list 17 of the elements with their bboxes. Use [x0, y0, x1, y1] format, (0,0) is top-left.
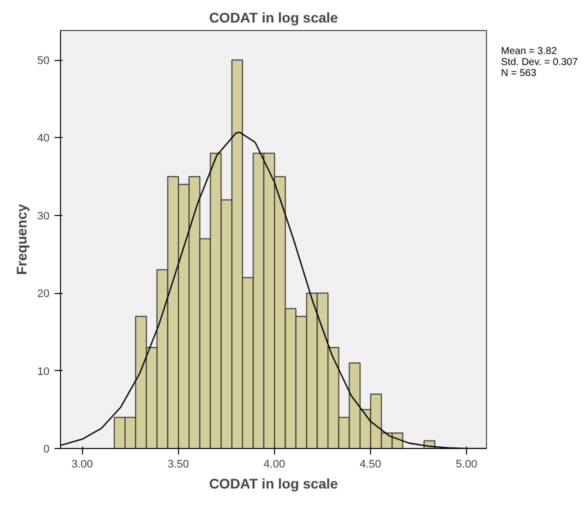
- x-tick-label: 3.50: [168, 458, 190, 470]
- text: N = 563: [501, 68, 538, 79]
- text: Mean = 3.82: [501, 46, 558, 57]
- text: Std. Dev. = 0.307: [501, 57, 578, 68]
- x-axis-title: CODAT in log scale: [209, 476, 338, 492]
- y-tick-label: 40: [37, 132, 50, 145]
- y-tick-label: 30: [37, 210, 50, 222]
- x-tick-label: 4.00: [264, 458, 286, 470]
- chart-title: CODAT in log scale: [209, 10, 338, 26]
- x-tick-label: 5.00: [456, 458, 478, 470]
- y-tick-label: 20: [37, 288, 50, 300]
- x-tick-label: 4.50: [360, 458, 382, 470]
- y-tick-label: 10: [37, 366, 50, 378]
- x-tick-label: 3.00: [72, 458, 93, 470]
- y-tick-label: 50: [37, 55, 50, 68]
- y-axis-title: Frequency: [13, 204, 30, 275]
- y-tick-label: 0: [43, 444, 50, 456]
